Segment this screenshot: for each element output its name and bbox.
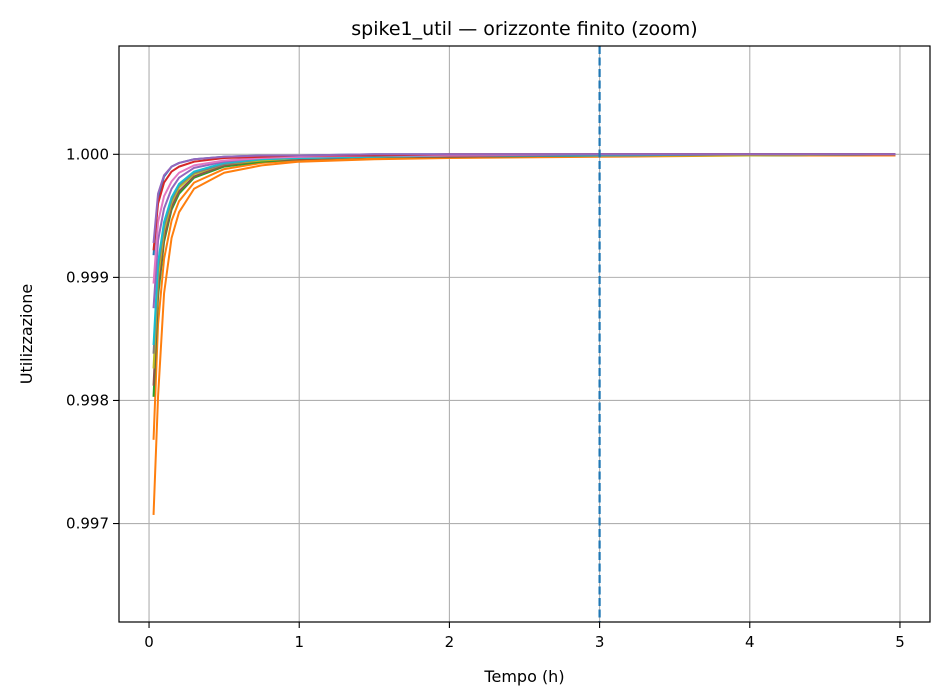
y-tick-label: 0.998 <box>66 391 109 409</box>
chart-title: spike1_util — orizzonte finito (zoom) <box>351 18 697 40</box>
y-axis-label: Utilizzazione <box>17 284 36 385</box>
x-axis-label: Tempo (h) <box>483 667 564 686</box>
x-tick-label: 1 <box>294 633 304 651</box>
x-tick-label: 4 <box>745 633 755 651</box>
series-line-7 <box>152 153 896 346</box>
x-tick-label: 3 <box>595 633 605 651</box>
y-tick-label: 0.997 <box>66 515 109 533</box>
y-axis-ticks: 0.997 0.998 0.999 1.000 <box>66 145 119 533</box>
plot-frame <box>118 45 931 623</box>
series-line-1 <box>152 154 896 515</box>
x-tick-label: 5 <box>895 633 905 651</box>
series-layer <box>152 153 896 515</box>
series-line-12 <box>152 153 896 244</box>
x-axis-ticks: 0 1 2 3 4 5 <box>144 622 905 651</box>
x-tick-label: 0 <box>144 633 154 651</box>
x-tick-label: 2 <box>445 633 455 651</box>
y-tick-label: 0.999 <box>66 268 109 286</box>
y-tick-label: 1.000 <box>66 145 109 163</box>
